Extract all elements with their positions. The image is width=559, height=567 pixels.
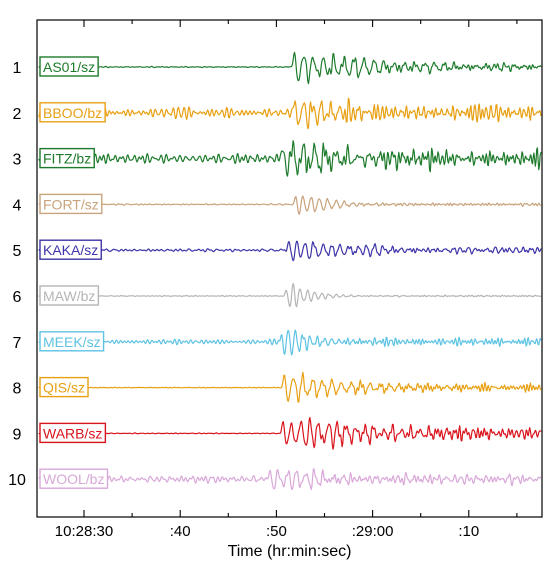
x-tick-label: :29:00 xyxy=(352,523,394,540)
row-number: 4 xyxy=(13,197,22,214)
trace-meek-sz xyxy=(38,329,542,356)
row-number: 2 xyxy=(13,106,22,123)
traces-layer xyxy=(38,51,542,491)
x-tick-label: 10:28:30 xyxy=(55,523,113,540)
station-label-box xyxy=(39,56,99,77)
row-number: 3 xyxy=(13,152,22,169)
trace-fort-sz xyxy=(38,195,542,215)
station-label-box xyxy=(39,376,89,398)
station-label-text: WARB/sz xyxy=(43,425,102,441)
x-tick-label: :10 xyxy=(458,523,479,540)
station-label-box xyxy=(39,102,106,123)
x-tick-label: :50 xyxy=(266,523,287,540)
station-label-box xyxy=(39,285,100,306)
station-label-text: AS01/sz xyxy=(43,59,95,75)
x-axis-title: Time (hr:min:sec) xyxy=(228,543,352,560)
station-label-text: BBOO/bz xyxy=(43,105,102,121)
station-label-text: FORT/sz xyxy=(43,196,99,212)
trace-fitz-bz xyxy=(38,140,542,177)
trace-wool-bz xyxy=(38,468,542,491)
station-label-text: MAW/bz xyxy=(43,288,95,304)
row-number: 8 xyxy=(13,381,22,398)
station-label-text: KAKA/sz xyxy=(43,242,98,258)
station-label-box xyxy=(39,422,107,444)
row-numbers-layer: 1 2 3 4 5 6 7 8 9 10 xyxy=(8,60,26,489)
station-labels-layer: AS01/sz BBOO/bz FITZ/bz FORT/sz KAKA/sz MAW/b… xyxy=(39,56,109,489)
trace-qis-sz xyxy=(38,371,542,403)
row-number: 6 xyxy=(13,289,22,306)
station-label-text: MEEK/sz xyxy=(43,334,101,350)
station-label-box xyxy=(39,331,105,352)
station-label-box xyxy=(39,239,102,260)
station-label-box xyxy=(39,147,95,169)
trace-as01-sz xyxy=(38,51,542,85)
row-number: 9 xyxy=(13,426,22,443)
row-number: 5 xyxy=(13,243,22,260)
station-label-box xyxy=(39,193,103,215)
trace-maw-bz xyxy=(38,282,542,308)
station-label-text: WOOL/bz xyxy=(43,471,104,487)
row-number: 1 xyxy=(13,60,22,77)
station-label-text: QIS/sz xyxy=(43,380,85,396)
trace-warb-sz xyxy=(38,417,542,450)
plot-frame xyxy=(36,19,543,518)
trace-bboo-bz xyxy=(38,97,542,130)
row-number: 10 xyxy=(8,472,26,489)
row-number: 7 xyxy=(13,335,22,352)
x-tick-label: :40 xyxy=(170,523,191,540)
station-label-text: FITZ/bz xyxy=(43,151,91,167)
trace-kaka-sz xyxy=(38,240,542,262)
x-axis-ticks: 10:28:30 :40 :50 :29:00 :10 xyxy=(55,20,518,540)
station-label-box xyxy=(39,468,109,489)
